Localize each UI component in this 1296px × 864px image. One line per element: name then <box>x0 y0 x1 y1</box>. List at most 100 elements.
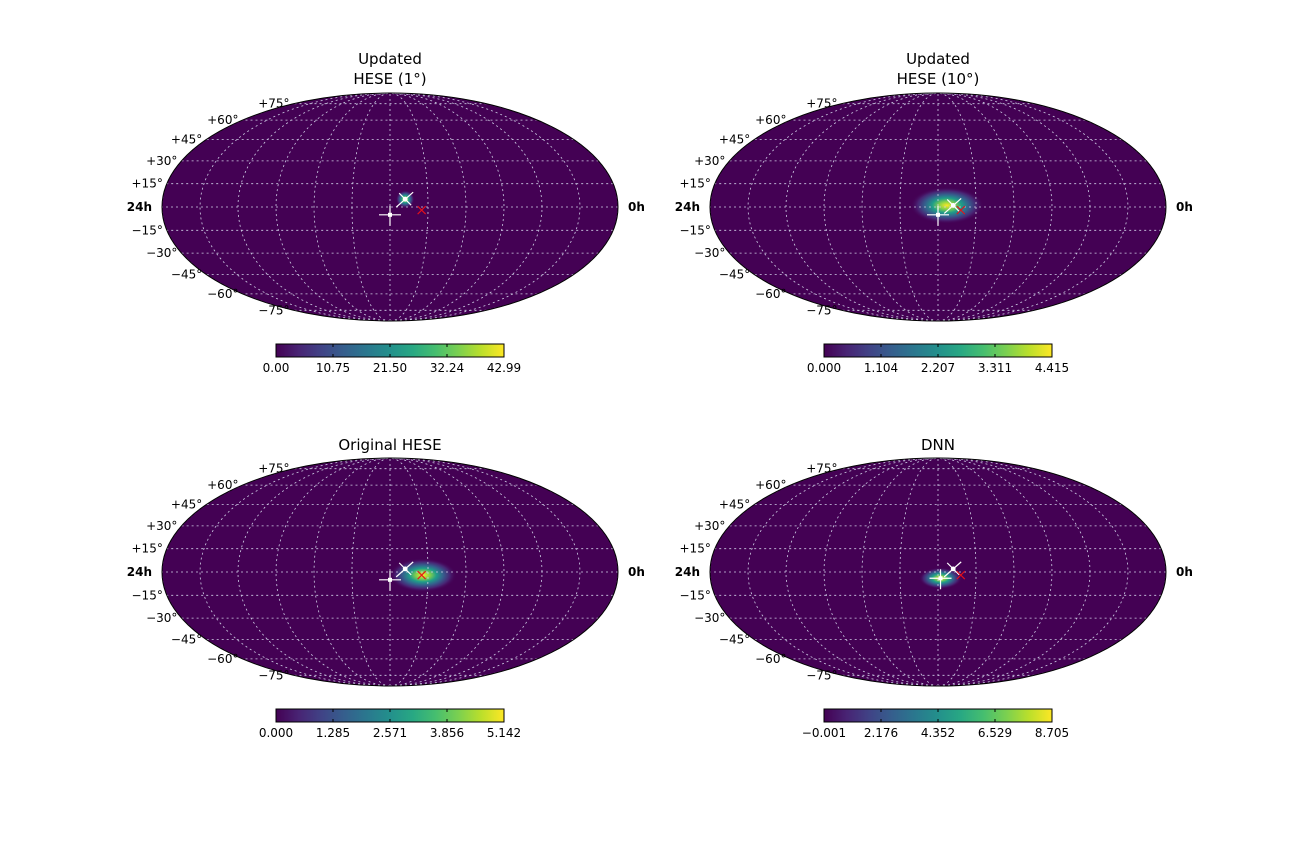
colorbar-tick-label: −0.001 <box>802 726 846 740</box>
latitude-tick-label: −45° <box>719 632 750 646</box>
grid-meridian <box>861 457 939 687</box>
skymap-panel: DNN +75° +60° +45° +30° +15° −15° −30° −45° −60° −… <box>675 436 1193 740</box>
ra-label-right: 0h <box>628 565 645 579</box>
latitude-tick-label: +30° <box>694 519 725 533</box>
skymap-panel: Updated HESE (10°) +75° +60° +45° +30° +15° −15… <box>675 50 1193 375</box>
red-x-marker <box>956 570 966 580</box>
latitude-tick-label: −30° <box>694 611 725 625</box>
latitude-tick-label: −15° <box>680 223 711 237</box>
colorbar-tick-label: 10.75 <box>316 361 350 375</box>
panel-title: Original HESE <box>338 436 441 454</box>
colorbar: 0.000 1.104 2.207 3.311 4.415 <box>807 343 1069 375</box>
grid-meridian <box>389 457 543 687</box>
red-x-marker <box>417 570 427 580</box>
latitude-tick-label: −60° <box>755 287 786 301</box>
sky-outline <box>161 92 619 322</box>
latitude-tick-label: +75° <box>806 462 837 476</box>
grid-meridian <box>861 92 939 322</box>
latitude-tick-label: −30° <box>146 246 177 260</box>
latitude-tick-label: −45° <box>171 267 202 281</box>
grid-meridian <box>937 457 1091 687</box>
grid-meridian <box>351 457 391 687</box>
colorbar-tick-label: 21.50 <box>373 361 407 375</box>
latitude-tick-label: +75° <box>258 97 289 111</box>
latitude-tick-label: +15° <box>680 177 711 191</box>
grid-meridian <box>899 457 939 687</box>
white-dot-marker <box>943 197 962 214</box>
colorbar-tick-label: 2.571 <box>373 726 407 740</box>
colorbar-tick-label: 4.415 <box>1035 361 1069 375</box>
grid-meridian <box>823 92 939 322</box>
red-x-marker <box>956 205 966 215</box>
colorbar: −0.001 2.176 4.352 6.529 8.705 <box>802 708 1069 740</box>
colorbar-tick-label: 2.176 <box>864 726 898 740</box>
latitude-tick-label: +60° <box>207 113 238 127</box>
panel-title: DNN <box>921 436 955 454</box>
colorbar-tick-label: 5.142 <box>487 726 521 740</box>
grid-meridian <box>389 92 543 322</box>
sky-outline <box>161 457 619 687</box>
white-plus-marker <box>379 570 401 591</box>
colorbar-tick-label: 1.104 <box>864 361 898 375</box>
latitude-tick-label: +45° <box>719 133 750 147</box>
latitude-tick-label: −75° <box>258 303 289 317</box>
skymap-panel: Updated HESE (1°) +75° +60° +45° +30° +15° −15°… <box>127 50 645 375</box>
latitude-tick-label: −75° <box>806 668 837 682</box>
colorbar-tick-label: 32.24 <box>430 361 464 375</box>
colorbar-tick-label: 2.207 <box>921 361 955 375</box>
grid-meridian <box>313 457 391 687</box>
latitude-tick-label: −15° <box>132 223 163 237</box>
colorbar-tick-label: 6.529 <box>978 726 1012 740</box>
grid-meridian <box>937 92 1053 322</box>
grid-meridian <box>937 457 1015 687</box>
grid-meridian <box>237 457 391 687</box>
latitude-tick-label: +15° <box>132 542 163 556</box>
grid-meridian <box>389 457 467 687</box>
latitude-tick-label: −30° <box>146 611 177 625</box>
grid-meridian <box>351 92 391 322</box>
ra-label-left: 24h <box>675 565 700 579</box>
grid-meridian <box>275 92 391 322</box>
latitude-tick-label: +30° <box>146 154 177 168</box>
grid-meridian <box>389 92 505 322</box>
hotspot <box>910 187 984 224</box>
white-plus-marker <box>927 205 949 226</box>
ra-label-left: 24h <box>127 565 152 579</box>
grid-meridian <box>937 457 977 687</box>
panel-title: Updated <box>358 50 422 68</box>
latitude-tick-label: +45° <box>171 498 202 512</box>
latitude-tick-label: −60° <box>207 652 238 666</box>
colorbar-tick-label: 0.000 <box>259 726 293 740</box>
latitude-tick-label: +60° <box>755 478 786 492</box>
grid-meridian <box>937 92 1091 322</box>
grid-meridian <box>899 92 939 322</box>
latitude-tick-label: −75° <box>806 303 837 317</box>
colorbar-tick-label: 1.285 <box>316 726 350 740</box>
colorbar-tick-label: 42.99 <box>487 361 521 375</box>
colorbar-tick-label: 3.311 <box>978 361 1012 375</box>
grid-meridian <box>313 92 391 322</box>
colorbar: 0.000 1.285 2.571 3.856 5.142 <box>259 708 521 740</box>
panel-title: HESE (1°) <box>353 70 426 88</box>
white-dot-marker <box>395 191 414 208</box>
white-dot-marker <box>395 561 414 578</box>
grid-meridian <box>785 457 939 687</box>
colorbar-tick-label: 0.00 <box>263 361 290 375</box>
white-plus-marker <box>379 205 401 226</box>
latitude-tick-label: +30° <box>146 519 177 533</box>
ra-label-left: 24h <box>127 200 152 214</box>
latitude-tick-label: −60° <box>755 652 786 666</box>
grid-meridian <box>389 92 467 322</box>
grid-meridian <box>823 457 939 687</box>
panel-title: Updated <box>906 50 970 68</box>
latitude-tick-label: +45° <box>719 498 750 512</box>
grid-meridian <box>937 92 1015 322</box>
colorbar-tick-label: 3.856 <box>430 726 464 740</box>
latitude-tick-label: +60° <box>755 113 786 127</box>
colorbar-tick-label: 0.000 <box>807 361 841 375</box>
latitude-tick-label: +75° <box>258 462 289 476</box>
grid-meridian <box>237 92 391 322</box>
colorbar-tick-label: 8.705 <box>1035 726 1069 740</box>
latitude-tick-label: +45° <box>171 133 202 147</box>
